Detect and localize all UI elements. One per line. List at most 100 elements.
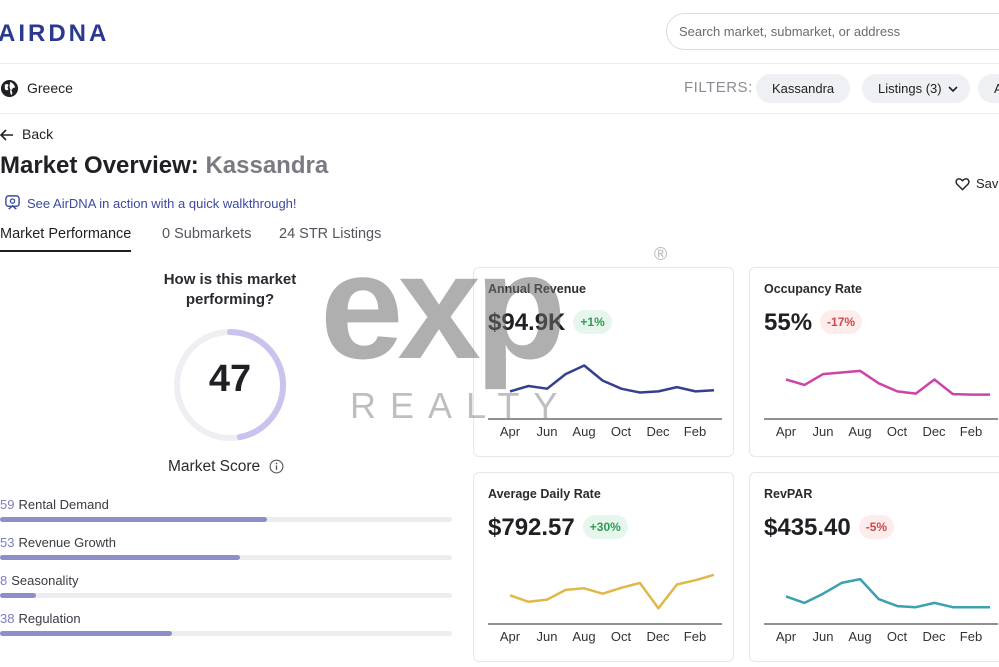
performance-question: How is this market performing?	[163, 271, 297, 308]
metric-label: 53 Revenue Growth	[0, 535, 116, 550]
tab-submarkets[interactable]: 0 Submarkets	[162, 226, 252, 242]
walkthrough-label: See AirDNA in action with a quick walkth…	[27, 196, 297, 211]
kpi-sparkline: Apr Jun Aug Oct Dec Feb	[488, 364, 722, 439]
sparkline-tick-label: Jun	[537, 424, 558, 439]
kpi-card[interactable]: Average Daily Rate $792.57 +30% Apr Jun Aug Oc…	[473, 472, 734, 662]
top-bar: AIRDNA	[0, 0, 999, 64]
page-title-prefix: Market Overview:	[0, 152, 199, 179]
save-button[interactable]: Sav	[955, 176, 998, 191]
sparkline-tick-label: Feb	[960, 629, 982, 644]
sparkline-tick-label: Feb	[960, 424, 982, 439]
sparkline-tick-label: Apr	[776, 629, 797, 644]
metric-value: 59	[0, 497, 15, 512]
sparkline-tick-label: Jun	[813, 629, 834, 644]
sparkline-series	[785, 369, 990, 396]
metric-row: 59 Rental Demand	[0, 497, 452, 527]
back-button[interactable]: Back	[0, 126, 53, 142]
arrow-left-icon	[0, 129, 13, 141]
tab-market-performance[interactable]: Market Performance	[0, 226, 132, 252]
search-input[interactable]	[666, 13, 999, 50]
kpi-card-title: Annual Revenue	[488, 282, 586, 296]
sparkline-tick-label: Jun	[813, 424, 834, 439]
metric-label: 8 Seasonality	[0, 573, 78, 588]
sparkline-tick-label: Apr	[500, 424, 521, 439]
sparkline-tick-label: Oct	[887, 629, 908, 644]
page-title-market: Kassandra	[205, 152, 329, 179]
airdna-logo[interactable]: AIRDNA	[0, 20, 110, 47]
watermark-mark: ®	[654, 244, 667, 264]
save-label: Sav	[976, 176, 999, 191]
kpi-change-badge: +1%	[573, 310, 612, 334]
filter-chip-label: Listings (3)	[878, 81, 942, 96]
sparkline-series	[785, 577, 990, 609]
metric-name: Revenue Growth	[18, 535, 117, 550]
kpi-card-value: $94.9K +1%	[488, 309, 612, 337]
market-score-ring	[174, 329, 286, 441]
location-label[interactable]: Greece	[27, 80, 73, 96]
filter-chip-market[interactable]: Kassandra	[756, 74, 851, 103]
kpi-value: 55%	[764, 309, 813, 336]
tab-str-listings[interactable]: 24 STR Listings	[279, 226, 382, 242]
kpi-card-value: $435.40 -5%	[764, 514, 895, 542]
back-label: Back	[22, 126, 54, 142]
metric-label: 38 Regulation	[0, 611, 81, 626]
kpi-card[interactable]: Annual Revenue $94.9K +1% Apr Jun Aug Oct Dec Fe…	[473, 267, 734, 457]
sparkline-tick-label: Dec	[646, 424, 670, 439]
market-score-label: Market Score	[168, 458, 284, 476]
kpi-value: $435.40	[764, 514, 851, 541]
filters-label: FILTERS:	[684, 79, 753, 96]
metric-value: 53	[0, 535, 15, 550]
kpi-change-badge: -5%	[858, 515, 895, 539]
sparkline-tick-label: Dec	[922, 424, 946, 439]
sparkline-tick-label: Feb	[684, 424, 706, 439]
kpi-sparkline: Apr Jun Aug Oct Dec Feb	[764, 577, 998, 644]
sparkline-tick-label: Oct	[611, 424, 632, 439]
filter-chip-listings[interactable]: Listings (3)	[862, 74, 970, 103]
market-score-text: Market Score	[168, 458, 261, 475]
filter-chip-more[interactable]: Ar	[978, 74, 999, 103]
chevron-down-icon	[948, 86, 958, 93]
info-icon[interactable]	[269, 459, 284, 474]
kpi-change-badge: -17%	[820, 310, 863, 334]
metric-row: 53 Revenue Growth	[0, 535, 452, 565]
sparkline-tick-label: Feb	[684, 629, 706, 644]
kpi-sparkline: Apr Jun Aug Oct Dec Feb	[488, 573, 722, 644]
filter-chip-label: Ar	[994, 81, 999, 96]
metric-row: 8 Seasonality	[0, 573, 452, 603]
metric-value: 38	[0, 611, 15, 626]
kpi-card-title: Occupancy Rate	[764, 282, 862, 296]
kpi-card-title: RevPAR	[764, 487, 813, 501]
kpi-card[interactable]: RevPAR $435.40 -5% Apr Jun Aug Oct Dec Feb	[749, 472, 999, 662]
sparkline-tick-label: Apr	[500, 629, 521, 644]
sparkline-tick-label: Dec	[646, 629, 670, 644]
metric-value: 8	[0, 573, 8, 588]
sparkline-tick-label: Jun	[537, 629, 558, 644]
metric-track	[0, 593, 452, 598]
sparkline-tick-label: Oct	[611, 629, 632, 644]
metric-fill	[0, 631, 172, 636]
metric-track	[0, 631, 452, 636]
kpi-value: $94.9K	[488, 309, 566, 336]
kpi-card-title: Average Daily Rate	[488, 487, 601, 501]
kpi-change-badge: +30%	[582, 515, 628, 539]
metric-name: Regulation	[18, 611, 81, 626]
kpi-card-value: $792.57 +30%	[488, 514, 628, 542]
kpi-card[interactable]: Occupancy Rate 55% -17% Apr Jun Aug Oct Dec Feb	[749, 267, 999, 457]
sparkline-tick-label: Aug	[848, 629, 871, 644]
sparkline-series	[509, 573, 715, 610]
sparkline-tick-label: Oct	[887, 424, 908, 439]
metric-label: 59 Rental Demand	[0, 497, 109, 512]
walkthrough-icon	[5, 195, 20, 210]
sparkline-tick-label: Aug	[848, 424, 871, 439]
heart-icon	[955, 178, 970, 191]
sparkline-tick-label: Aug	[572, 629, 595, 644]
walkthrough-link[interactable]: See AirDNA in action with a quick walkth…	[4, 194, 297, 211]
score-ring-fill	[174, 329, 286, 441]
sparkline-tick-label: Dec	[922, 629, 946, 644]
sparkline-tick-label: Apr	[776, 424, 797, 439]
kpi-value: $792.57	[488, 514, 575, 541]
metric-fill	[0, 593, 36, 598]
metric-fill	[0, 517, 267, 522]
kpi-sparkline: Apr Jun Aug Oct Dec Feb	[764, 369, 998, 439]
kpi-card-value: 55% -17%	[764, 309, 863, 337]
